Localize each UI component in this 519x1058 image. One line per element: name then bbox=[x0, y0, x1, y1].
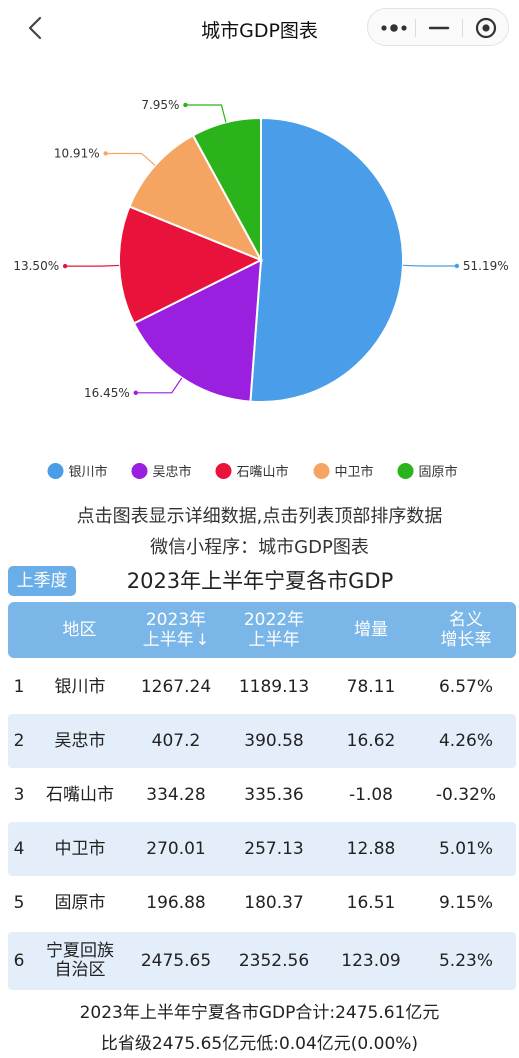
table-row[interactable]: 4 中卫市 270.01 257.13 12.88 5.01% bbox=[8, 822, 516, 876]
pie-slice-4[interactable] bbox=[128, 133, 264, 262]
header-increase[interactable]: 增量 bbox=[354, 620, 388, 640]
previous-quarter-button[interactable]: 上季度 bbox=[8, 566, 76, 596]
header-region[interactable]: 地区 bbox=[62, 620, 97, 640]
legend-swatch-4[interactable] bbox=[313, 463, 330, 479]
row-rate: 9.15% bbox=[438, 892, 493, 913]
table-row[interactable]: 3 石嘴山市 334.28 335.36 -1.08 -0.32% bbox=[8, 768, 516, 822]
slice-label-4: 10.91% bbox=[54, 146, 100, 160]
pie-slice-3[interactable] bbox=[118, 205, 264, 325]
row-rank: 6 bbox=[13, 950, 25, 971]
slice-label-1: 51.19% bbox=[463, 259, 509, 273]
row-2022: 257.13 bbox=[244, 838, 304, 859]
legend-swatch-3[interactable] bbox=[215, 463, 232, 479]
row-2023: 1267.24 bbox=[140, 676, 212, 697]
row-region: 银川市 bbox=[54, 676, 106, 697]
row-2022: 390.58 bbox=[244, 730, 304, 751]
leader-dot-1 bbox=[454, 263, 460, 269]
row-increase: 123.09 bbox=[341, 950, 401, 971]
row-increase: -1.08 bbox=[349, 784, 393, 805]
legend-label-4[interactable]: 中卫市 bbox=[335, 464, 374, 480]
more-icon[interactable] bbox=[370, 9, 416, 47]
leader-dot-5 bbox=[183, 102, 188, 108]
leader-line-1 bbox=[402, 264, 457, 267]
row-region: 中卫市 bbox=[54, 838, 106, 859]
legend-label-1[interactable]: 银川市 bbox=[69, 464, 108, 480]
legend-label-3[interactable]: 石嘴山市 bbox=[237, 464, 289, 480]
pie-chart-svg[interactable]: 51.19% 16.45% 13.50% 10.91% 7.95% 银川市 吴忠市 石嘴山市… bbox=[0, 56, 519, 490]
legend-swatch-1[interactable] bbox=[47, 463, 64, 479]
table-row[interactable]: 6 宁夏回族 自治区 2475.65 2352.56 123.09 5.23% bbox=[8, 932, 516, 990]
row-2023: 270.01 bbox=[146, 838, 206, 859]
row-region: 石嘴山市 bbox=[46, 784, 114, 805]
row-2022: 1189.13 bbox=[238, 676, 310, 697]
slice-label-3: 13.50% bbox=[13, 259, 59, 273]
leader-line-4 bbox=[105, 152, 156, 166]
summary-total: 2023年上半年宁夏各市GDP合计:2475.61亿元 bbox=[79, 1003, 440, 1023]
leader-dot-3 bbox=[62, 263, 68, 269]
row-increase: 16.51 bbox=[346, 892, 396, 913]
row-2022: 180.37 bbox=[244, 892, 304, 913]
leader-line-2 bbox=[135, 377, 183, 394]
row-rank: 5 bbox=[13, 892, 25, 913]
row-2023: 407.2 bbox=[151, 730, 201, 751]
page-title: 城市GDP图表 bbox=[201, 20, 318, 42]
row-rate: 5.23% bbox=[438, 950, 493, 971]
row-region: 固原市 bbox=[54, 892, 106, 913]
row-region: 宁夏回族 自治区 bbox=[46, 941, 114, 980]
mini-program-hint: 微信小程序：城市GDP图表 bbox=[150, 537, 369, 558]
leader-dot-2 bbox=[133, 390, 138, 396]
leader-line-5 bbox=[185, 104, 227, 123]
row-rate: 6.57% bbox=[438, 676, 493, 697]
header-growth-rate[interactable]: 名义 增长率 bbox=[440, 610, 492, 650]
pie-slice-1[interactable] bbox=[249, 116, 404, 403]
header-2022-h1[interactable]: 2022年 上半年 bbox=[243, 610, 305, 650]
row-2022: 335.36 bbox=[244, 784, 304, 805]
row-rate: 5.01% bbox=[438, 838, 493, 859]
row-increase: 78.11 bbox=[346, 676, 396, 697]
row-rank: 1 bbox=[13, 676, 25, 697]
row-2023: 334.28 bbox=[146, 784, 206, 805]
legend-label-5[interactable]: 固原市 bbox=[419, 464, 458, 480]
row-rank: 3 bbox=[13, 784, 25, 805]
table-header: 地区 2023年 上半年 ↓ 2022年 上半年 增量 名义 增长率 bbox=[8, 602, 516, 658]
summary-diff: 比省级2475.65亿元低:0.04亿元(0.00%) bbox=[100, 1034, 419, 1054]
mini-program-capsule bbox=[367, 8, 509, 46]
row-2022: 2352.56 bbox=[238, 950, 310, 971]
table-row[interactable]: 1 银川市 1267.24 1189.13 78.11 6.57% bbox=[8, 660, 516, 714]
table-row[interactable]: 2 吴忠市 407.2 390.58 16.62 4.26% bbox=[8, 714, 516, 768]
row-increase: 16.62 bbox=[346, 730, 396, 751]
row-rank: 4 bbox=[13, 838, 25, 859]
chart-hint: 点击图表显示详细数据,点击列表顶部排序数据 bbox=[76, 506, 443, 527]
minimize-icon[interactable] bbox=[416, 9, 462, 47]
title-bar: 城市GDP图表 bbox=[0, 0, 519, 56]
table-row[interactable]: 5 固原市 196.88 180.37 16.51 9.15% bbox=[8, 876, 516, 930]
back-icon[interactable] bbox=[22, 14, 50, 42]
gdp-pie-chart[interactable]: 51.19% 16.45% 13.50% 10.91% 7.95% 银川市 吴忠市 石嘴山市… bbox=[0, 56, 519, 490]
row-rate: 4.26% bbox=[438, 730, 493, 751]
row-rank: 2 bbox=[13, 730, 25, 751]
row-increase: 12.88 bbox=[346, 838, 396, 859]
header-2023-h1[interactable]: 2023年 上半年 ↓ bbox=[142, 610, 210, 650]
sort-desc-icon: ↓ bbox=[195, 630, 210, 649]
legend-swatch-5[interactable] bbox=[397, 463, 414, 479]
row-rate: -0.32% bbox=[435, 784, 497, 805]
row-2023: 196.88 bbox=[146, 892, 206, 913]
legend-swatch-2[interactable] bbox=[131, 463, 148, 479]
slice-label-2: 16.45% bbox=[84, 386, 130, 400]
leader-line-3 bbox=[65, 264, 120, 267]
slice-label-5: 7.95% bbox=[141, 98, 179, 112]
row-region: 吴忠市 bbox=[54, 730, 106, 751]
legend-label-2[interactable]: 吴忠市 bbox=[153, 464, 192, 480]
row-2023: 2475.65 bbox=[140, 950, 212, 971]
pie-slice-2[interactable] bbox=[132, 258, 263, 403]
close-target-icon[interactable] bbox=[463, 9, 509, 47]
table-title: 2023年上半年宁夏各市GDP bbox=[126, 569, 394, 593]
leader-dot-4 bbox=[103, 151, 108, 156]
